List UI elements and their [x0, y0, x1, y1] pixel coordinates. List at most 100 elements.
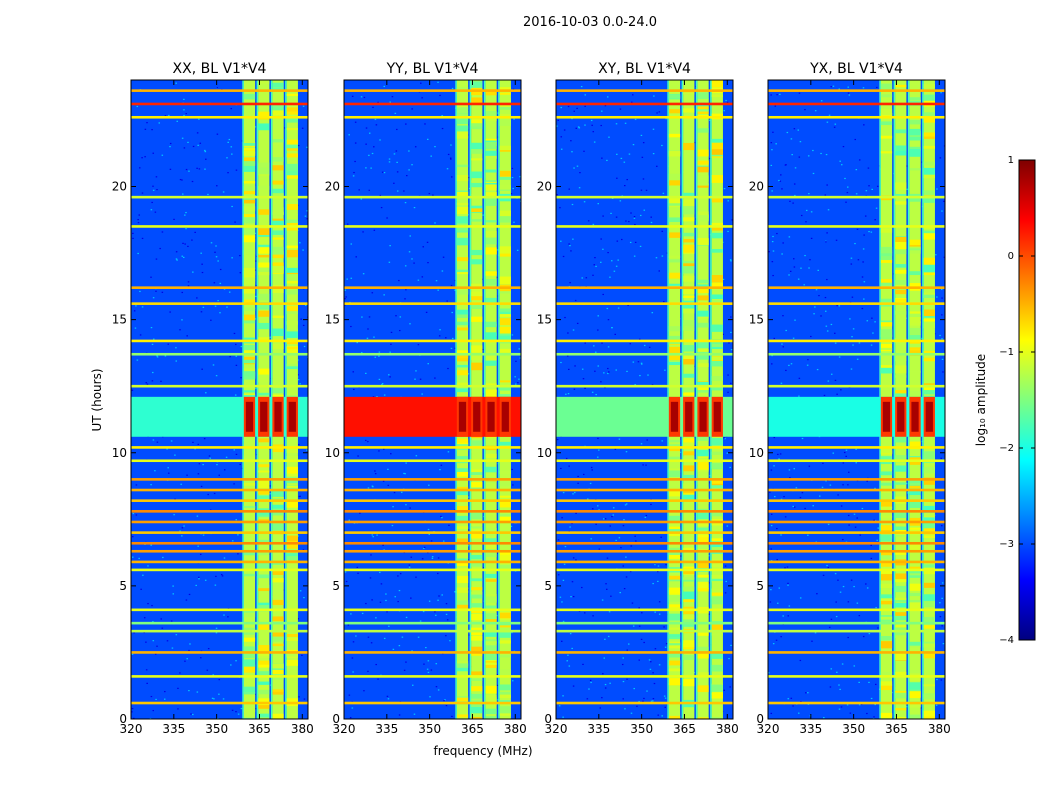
x-tick-label: 380 — [716, 722, 739, 736]
rfi-band — [556, 478, 733, 481]
rfi-band — [131, 629, 308, 633]
x-tick-label: 320 — [545, 722, 568, 736]
rfi-bands — [768, 89, 945, 705]
x-tick-label: 335 — [162, 722, 185, 736]
burst-band-core — [897, 401, 905, 432]
panel-frame — [343, 79, 522, 720]
y-tick-label: 10 — [325, 446, 340, 460]
burst-band-core — [288, 401, 296, 432]
rfi-band — [556, 651, 733, 654]
burst-band-core — [925, 401, 933, 432]
x-tick-label: 335 — [375, 722, 398, 736]
burst-band-core — [699, 401, 707, 432]
rfi-band — [556, 541, 733, 545]
rfi-band — [768, 89, 945, 92]
rfi-band — [344, 701, 521, 705]
rfi-band — [131, 352, 308, 356]
heatmap-image — [768, 80, 945, 719]
burst-band-core — [501, 401, 509, 432]
rfi-band — [556, 195, 733, 199]
rfi-band — [344, 541, 521, 545]
rfi-band — [344, 446, 521, 449]
rfi-band — [768, 541, 945, 545]
burst-band-core — [245, 401, 254, 432]
rfi-band — [131, 195, 308, 199]
y-tick-label: 0 — [119, 712, 127, 726]
panel-frame — [130, 79, 309, 720]
rfi-band — [344, 459, 521, 463]
rfi-band — [556, 675, 733, 678]
y-tick-label: 0 — [544, 712, 552, 726]
rfi-band — [344, 568, 521, 572]
rfi-band — [344, 302, 521, 305]
rfi-band — [131, 621, 308, 625]
rfi-band — [344, 352, 521, 356]
rfi-band — [131, 510, 308, 513]
x-tick-label: 380 — [504, 722, 527, 736]
rfi-band — [556, 115, 733, 119]
rfi-band — [344, 102, 521, 106]
panel-3: YX, BL V1*V4 320 335 350 365 380 0 5 10 15 20 — [749, 61, 951, 736]
rfi-band — [768, 651, 945, 654]
rfi-band — [556, 629, 733, 633]
rfi-band — [131, 459, 308, 463]
y-tick-label: 10 — [112, 446, 127, 460]
rfi-band — [131, 520, 308, 524]
rfi-band — [344, 560, 521, 564]
rfi-band — [768, 225, 945, 228]
rfi-band — [556, 286, 733, 289]
burst-band-core — [713, 401, 721, 432]
panel-title: YY, BL V1*V4 — [386, 61, 479, 77]
x-tick-label: 365 — [461, 722, 484, 736]
rfi-band — [344, 621, 521, 625]
rfi-band — [131, 89, 308, 92]
y-tick-label: 5 — [332, 579, 340, 593]
rfi-band — [768, 102, 945, 106]
burst-band-core — [911, 401, 919, 432]
rfi-band — [131, 339, 308, 343]
rfi-band — [131, 675, 308, 678]
rfi-band — [556, 225, 733, 228]
rfi-band — [768, 568, 945, 572]
y-tick-label: 15 — [325, 313, 340, 327]
panel-1: YY, BL V1*V4 320 335 350 365 380 0 5 10 15 20 — [325, 61, 527, 736]
burst — [344, 396, 521, 437]
burst-band-core — [882, 401, 891, 432]
panel-title: XY, BL V1*V4 — [598, 61, 691, 77]
x-tick-label: 320 — [120, 722, 143, 736]
burst — [556, 396, 733, 437]
rfi-band — [768, 286, 945, 289]
burst-band-core — [670, 401, 679, 432]
rfi-band — [768, 608, 945, 612]
rfi-band — [768, 446, 945, 449]
burst-band-core — [260, 401, 268, 432]
x-tick-label: 350 — [205, 722, 228, 736]
heatmap-image — [556, 80, 733, 719]
burst — [131, 396, 308, 437]
rfi-band — [344, 629, 521, 633]
x-tick-label: 350 — [418, 722, 441, 736]
rfi-band — [344, 510, 521, 513]
rfi-band — [768, 115, 945, 119]
rfi-band — [344, 225, 521, 228]
y-tick-label: 5 — [119, 579, 127, 593]
colorbar-tick-label: −4 — [999, 635, 1014, 646]
rfi-band — [344, 195, 521, 199]
colorbar-gradient — [1018, 159, 1036, 641]
figure-suptitle: 2016-10-03 0.0-24.0 — [523, 15, 657, 30]
rfi-band — [768, 520, 945, 524]
rfi-band — [556, 701, 733, 705]
rfi-band — [768, 629, 945, 633]
colorbar-tick-label: −1 — [999, 347, 1014, 358]
y-tick-label: 10 — [537, 446, 552, 460]
rfi-band — [768, 531, 945, 534]
rfi-band — [768, 352, 945, 356]
rfi-band — [131, 541, 308, 545]
rfi-band — [556, 531, 733, 534]
colorbar-label: log₁₀ amplitude — [974, 354, 988, 446]
rfi-band — [768, 549, 945, 553]
rfi-band — [131, 286, 308, 289]
x-tick-label: 350 — [630, 722, 653, 736]
rfi-band — [556, 608, 733, 612]
